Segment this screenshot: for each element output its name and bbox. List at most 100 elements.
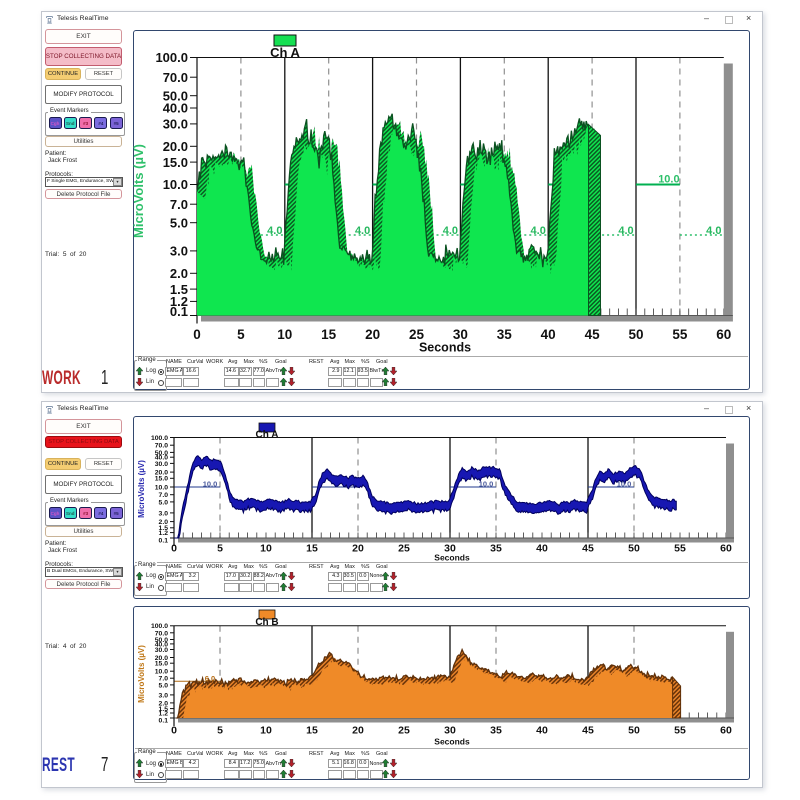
- svg-text:Seconds: Seconds: [434, 737, 470, 747]
- svg-text:7.0: 7.0: [159, 492, 169, 499]
- svg-text:70.0: 70.0: [155, 630, 168, 637]
- svg-text:60: 60: [720, 543, 732, 555]
- svg-text:55: 55: [672, 327, 688, 342]
- svg-text:40: 40: [536, 543, 548, 555]
- svg-text:5: 5: [217, 543, 223, 555]
- svg-text:1.5: 1.5: [159, 706, 169, 713]
- svg-text:1.2: 1.2: [170, 294, 188, 309]
- svg-text:10.0: 10.0: [658, 174, 679, 186]
- svg-text:30.0: 30.0: [155, 461, 168, 468]
- svg-text:5.0: 5.0: [159, 499, 169, 506]
- svg-text:0.1: 0.1: [159, 537, 169, 544]
- svg-text:3.0: 3.0: [159, 510, 169, 517]
- svg-text:Ch B: Ch B: [255, 617, 278, 628]
- svg-text:4.0: 4.0: [706, 225, 721, 237]
- svg-text:20.0: 20.0: [163, 139, 188, 154]
- svg-text:MicroVolts (µV): MicroVolts (µV): [137, 645, 146, 703]
- svg-text:20: 20: [352, 725, 364, 737]
- svg-text:40.0: 40.0: [155, 455, 168, 462]
- svg-text:30.0: 30.0: [155, 647, 168, 654]
- svg-text:10.0: 10.0: [203, 480, 218, 489]
- svg-text:15.0: 15.0: [163, 155, 188, 170]
- svg-text:15: 15: [306, 543, 318, 555]
- svg-text:20.0: 20.0: [155, 655, 168, 662]
- svg-text:50: 50: [628, 725, 640, 737]
- svg-text:50.0: 50.0: [155, 637, 168, 644]
- svg-text:0: 0: [171, 725, 177, 737]
- svg-text:40.0: 40.0: [163, 101, 188, 116]
- svg-text:4.0: 4.0: [267, 225, 282, 237]
- svg-text:40.0: 40.0: [155, 641, 168, 648]
- svg-text:2.0: 2.0: [170, 266, 188, 281]
- svg-text:20: 20: [365, 327, 380, 342]
- svg-text:60: 60: [720, 725, 732, 737]
- svg-text:15.0: 15.0: [155, 661, 168, 668]
- svg-text:Ch A: Ch A: [256, 430, 279, 441]
- svg-text:10.0: 10.0: [155, 484, 168, 491]
- svg-text:35: 35: [490, 543, 502, 555]
- svg-text:0.1: 0.1: [159, 717, 169, 724]
- svg-text:10.0: 10.0: [479, 480, 494, 489]
- svg-text:100.0: 100.0: [155, 50, 188, 65]
- svg-text:50.0: 50.0: [163, 88, 188, 103]
- svg-text:4.0: 4.0: [355, 225, 370, 237]
- svg-text:35: 35: [490, 725, 502, 737]
- svg-text:2.0: 2.0: [159, 519, 169, 526]
- svg-text:15: 15: [306, 725, 318, 737]
- svg-text:10.0: 10.0: [617, 480, 632, 489]
- svg-text:40: 40: [541, 327, 556, 342]
- svg-text:7.0: 7.0: [159, 676, 169, 683]
- svg-text:20.0: 20.0: [155, 470, 168, 477]
- svg-text:1.2: 1.2: [159, 530, 169, 537]
- svg-text:1.5: 1.5: [159, 525, 169, 532]
- svg-text:Seconds: Seconds: [419, 341, 471, 355]
- svg-text:25: 25: [409, 327, 425, 342]
- svg-text:45: 45: [582, 543, 594, 555]
- svg-text:0: 0: [193, 327, 201, 342]
- svg-text:100.0: 100.0: [151, 435, 168, 442]
- svg-text:Ch A: Ch A: [270, 45, 300, 60]
- svg-text:30: 30: [444, 543, 456, 555]
- svg-text:MicroVolts (µV): MicroVolts (µV): [137, 460, 146, 518]
- svg-text:3.0: 3.0: [159, 692, 169, 699]
- svg-text:10: 10: [277, 327, 292, 342]
- svg-text:10.0: 10.0: [155, 669, 168, 676]
- svg-text:5.0: 5.0: [170, 215, 188, 230]
- svg-text:40: 40: [536, 725, 548, 737]
- svg-text:1.2: 1.2: [159, 711, 169, 718]
- svg-text:7.0: 7.0: [170, 197, 188, 212]
- svg-text:1.5: 1.5: [170, 282, 188, 297]
- svg-text:25: 25: [398, 543, 410, 555]
- svg-text:0: 0: [171, 543, 177, 555]
- svg-text:45: 45: [582, 725, 594, 737]
- svg-text:50.0: 50.0: [155, 450, 168, 457]
- svg-text:15: 15: [321, 327, 337, 342]
- svg-text:MicroVolts (µV): MicroVolts (µV): [131, 144, 146, 238]
- svg-text:3.0: 3.0: [170, 244, 188, 259]
- svg-text:4.0: 4.0: [618, 225, 633, 237]
- svg-text:4.0: 4.0: [531, 225, 546, 237]
- svg-text:4.0: 4.0: [443, 225, 458, 237]
- svg-text:50: 50: [628, 543, 640, 555]
- svg-text:100.0: 100.0: [151, 623, 168, 630]
- svg-text:30: 30: [453, 327, 468, 342]
- svg-text:50: 50: [628, 327, 643, 342]
- svg-text:30: 30: [444, 725, 456, 737]
- svg-text:55: 55: [674, 725, 686, 737]
- svg-text:Seconds: Seconds: [434, 553, 470, 563]
- svg-text:2.0: 2.0: [159, 700, 169, 707]
- svg-text:70.0: 70.0: [163, 70, 188, 85]
- svg-text:5: 5: [237, 327, 245, 342]
- svg-text:60: 60: [716, 327, 731, 342]
- svg-text:5: 5: [217, 725, 223, 737]
- svg-text:55: 55: [674, 543, 686, 555]
- svg-text:10: 10: [260, 725, 272, 737]
- svg-text:5.0: 5.0: [159, 682, 169, 689]
- svg-text:45: 45: [585, 327, 601, 342]
- svg-text:20: 20: [352, 543, 364, 555]
- svg-text:35: 35: [497, 327, 513, 342]
- svg-text:30.0: 30.0: [163, 117, 188, 132]
- svg-text:10.0: 10.0: [163, 177, 188, 192]
- svg-text:0.1: 0.1: [170, 304, 188, 319]
- svg-text:70.0: 70.0: [155, 443, 168, 450]
